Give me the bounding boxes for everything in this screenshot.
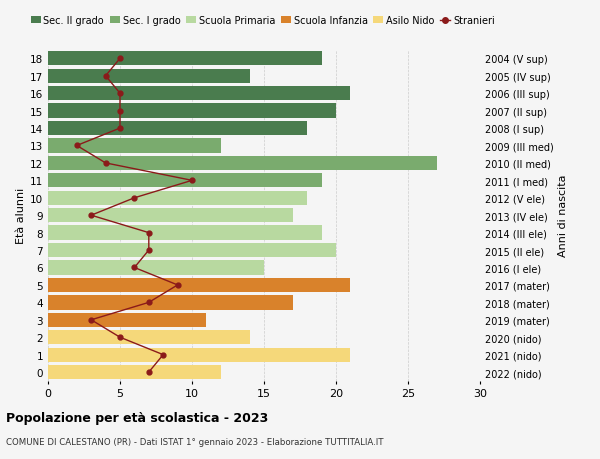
Bar bbox=[48, 122, 307, 136]
Bar bbox=[48, 139, 221, 153]
Bar bbox=[48, 69, 250, 84]
Bar bbox=[48, 313, 206, 327]
Text: COMUNE DI CALESTANO (PR) - Dati ISTAT 1° gennaio 2023 - Elaborazione TUTTITALIA.: COMUNE DI CALESTANO (PR) - Dati ISTAT 1°… bbox=[6, 437, 383, 446]
Bar bbox=[48, 278, 350, 292]
Y-axis label: Anni di nascita: Anni di nascita bbox=[558, 174, 568, 257]
Y-axis label: Età alunni: Età alunni bbox=[16, 188, 26, 244]
Bar bbox=[48, 52, 322, 66]
Bar bbox=[48, 365, 221, 380]
Bar bbox=[48, 104, 336, 118]
Bar bbox=[48, 243, 336, 257]
Bar bbox=[48, 330, 250, 345]
Bar bbox=[48, 348, 350, 362]
Bar bbox=[48, 296, 293, 310]
Bar bbox=[48, 226, 322, 240]
Bar bbox=[48, 157, 437, 171]
Bar bbox=[48, 87, 350, 101]
Text: Popolazione per età scolastica - 2023: Popolazione per età scolastica - 2023 bbox=[6, 411, 268, 424]
Bar bbox=[48, 208, 293, 223]
Bar bbox=[48, 191, 307, 206]
Bar bbox=[48, 261, 264, 275]
Bar bbox=[48, 174, 322, 188]
Legend: Sec. II grado, Sec. I grado, Scuola Primaria, Scuola Infanzia, Asilo Nido, Stran: Sec. II grado, Sec. I grado, Scuola Prim… bbox=[27, 12, 499, 30]
